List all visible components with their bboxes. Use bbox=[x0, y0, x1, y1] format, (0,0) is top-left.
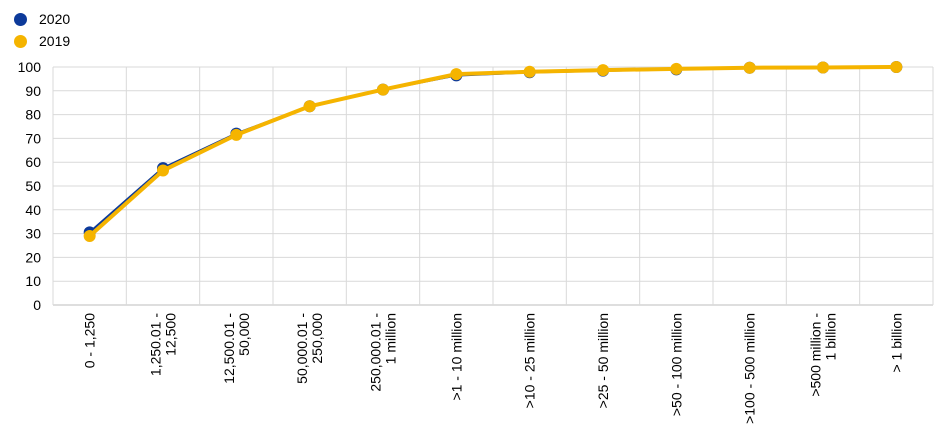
y-axis: 0 10 20 30 40 50 60 70 80 90 100 bbox=[18, 59, 42, 313]
x-tick-label-5: >1 - 10 million bbox=[448, 313, 464, 401]
x-tick-label-line: 12,500 bbox=[163, 313, 179, 356]
y-tick-label-100: 100 bbox=[18, 59, 42, 75]
y-tick-label-80: 80 bbox=[25, 107, 41, 123]
x-tick-label-line: 250,000.01 - bbox=[368, 313, 384, 392]
data-point-2019-9 bbox=[744, 62, 756, 74]
data-point-2019-2 bbox=[230, 129, 242, 141]
x-tick-label-line: > 1 billion bbox=[888, 313, 904, 373]
x-tick-label-line: >50 - 100 million bbox=[668, 313, 684, 416]
data-point-2019-8 bbox=[670, 63, 682, 75]
data-point-2019-0 bbox=[84, 230, 96, 242]
x-tick-label-2: 12,500.01 -50,000 bbox=[221, 313, 252, 384]
y-tick-label-10: 10 bbox=[25, 273, 41, 289]
y-tick-label-70: 70 bbox=[25, 130, 41, 146]
x-tick-label-line: 1 billion bbox=[823, 313, 839, 360]
x-tick-label-9: >100 - 500 million bbox=[742, 313, 758, 424]
data-point-2019-4 bbox=[377, 84, 389, 96]
x-tick-label-line: 250,000 bbox=[309, 313, 325, 364]
x-tick-label-11: > 1 billion bbox=[888, 313, 904, 373]
y-tick-label-30: 30 bbox=[25, 226, 41, 242]
x-tick-label-3: 50,000.01 -250,000 bbox=[294, 313, 325, 384]
x-tick-label-10: >500 million -1 billion bbox=[808, 313, 839, 397]
y-tick-label-40: 40 bbox=[25, 202, 41, 218]
data-point-2019-11 bbox=[890, 61, 902, 73]
y-tick-label-90: 90 bbox=[25, 83, 41, 99]
x-tick-label-6: >10 - 25 million bbox=[522, 313, 538, 408]
data-point-2019-3 bbox=[304, 100, 316, 112]
x-tick-label-line: >500 million - bbox=[808, 313, 824, 397]
x-tick-label-line: 1,250.01 - bbox=[148, 313, 164, 376]
x-tick-label-line: 50,000.01 - bbox=[294, 313, 310, 384]
x-tick-label-7: >25 - 50 million bbox=[595, 313, 611, 408]
x-tick-label-line: >10 - 25 million bbox=[522, 313, 538, 408]
data-point-2019-7 bbox=[597, 64, 609, 76]
data-point-2019-5 bbox=[450, 68, 462, 80]
x-tick-label-line: >25 - 50 million bbox=[595, 313, 611, 408]
x-tick-label-1: 1,250.01 -12,500 bbox=[148, 313, 179, 376]
x-tick-label-line: 1 million bbox=[383, 313, 399, 364]
x-tick-label-0: 0 - 1,250 bbox=[82, 313, 98, 368]
x-tick-label-line: 0 - 1,250 bbox=[82, 313, 98, 368]
x-tick-label-line: 50,000 bbox=[236, 313, 252, 356]
data-point-2019-6 bbox=[524, 66, 536, 78]
data-point-2019-1 bbox=[157, 165, 169, 177]
x-tick-label-4: 250,000.01 -1 million bbox=[368, 313, 399, 392]
x-axis: 0 - 1,250 1,250.01 -12,500 12,500.01 -50,0… bbox=[82, 313, 905, 424]
x-tick-label-line: >100 - 500 million bbox=[742, 313, 758, 424]
x-tick-label-line: >1 - 10 million bbox=[448, 313, 464, 401]
y-tick-label-60: 60 bbox=[25, 154, 41, 170]
y-tick-label-50: 50 bbox=[25, 178, 41, 194]
gridlines bbox=[53, 67, 933, 305]
data-point-2019-10 bbox=[817, 61, 829, 73]
y-tick-label-0: 0 bbox=[33, 297, 41, 313]
x-tick-label-8: >50 - 100 million bbox=[668, 313, 684, 416]
x-tick-label-line: 12,500.01 - bbox=[221, 313, 237, 384]
y-tick-label-20: 20 bbox=[25, 249, 41, 265]
